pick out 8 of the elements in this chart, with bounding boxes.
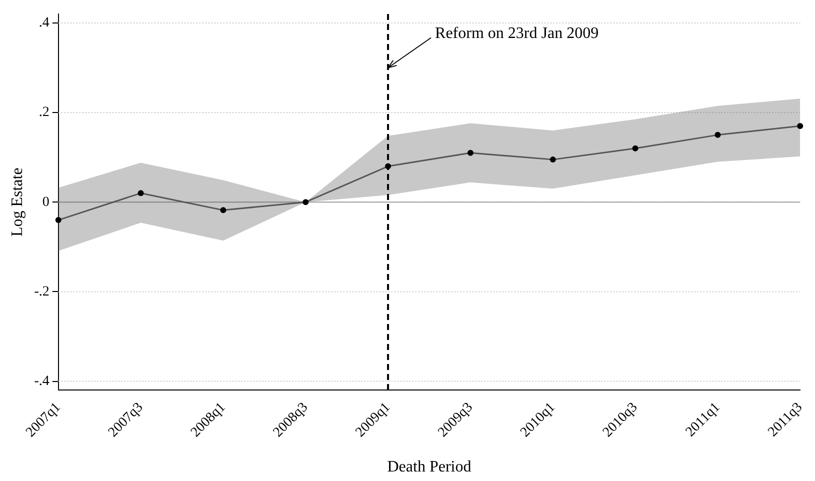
y-axis-title: Log Estate (8, 168, 26, 237)
y-tick-label: -.2 (34, 284, 50, 300)
y-tick-label: .2 (38, 105, 50, 120)
y-tick-label: .4 (38, 16, 50, 31)
annotation: Reform on 23rd Jan 2009 (435, 24, 599, 42)
y-tick-label: -.4 (34, 374, 50, 389)
y-tick-label: 0 (42, 194, 50, 210)
x-axis-title: Death Period (387, 458, 472, 476)
